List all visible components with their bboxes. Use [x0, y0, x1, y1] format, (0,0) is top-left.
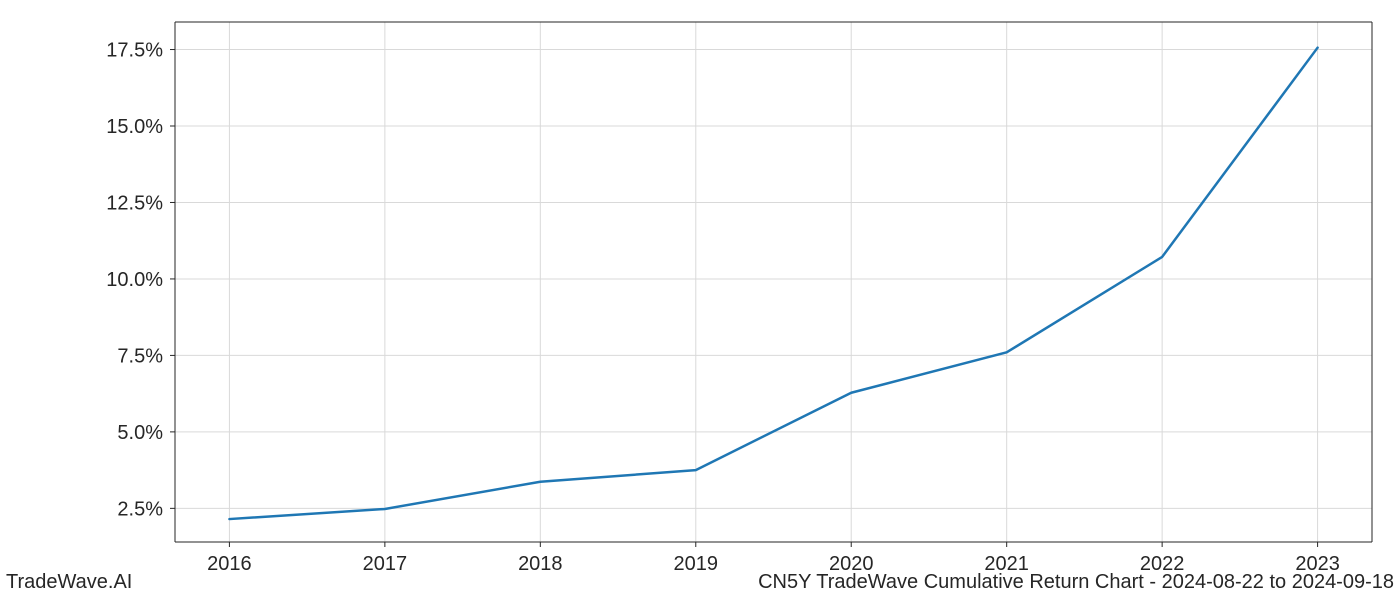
y-tick-label: 5.0%	[117, 422, 163, 444]
cumulative-return-chart: 201620172018201920202021202220232.5%5.0%…	[0, 0, 1400, 600]
y-tick-label: 2.5%	[117, 498, 163, 520]
y-tick-label: 12.5%	[106, 192, 163, 214]
x-tick-label: 2016	[207, 553, 252, 575]
y-tick-label: 10.0%	[106, 269, 163, 291]
y-tick-label: 17.5%	[106, 40, 163, 62]
x-tick-label: 2018	[518, 553, 563, 575]
y-tick-label: 15.0%	[106, 116, 163, 138]
footer-left-label: TradeWave.AI	[6, 571, 132, 594]
y-tick-label: 7.5%	[117, 345, 163, 367]
x-tick-label: 2017	[363, 553, 408, 575]
footer-right-label: CN5Y TradeWave Cumulative Return Chart -…	[758, 571, 1394, 594]
chart-svg: 201620172018201920202021202220232.5%5.0%…	[0, 0, 1400, 600]
x-tick-label: 2019	[674, 553, 719, 575]
